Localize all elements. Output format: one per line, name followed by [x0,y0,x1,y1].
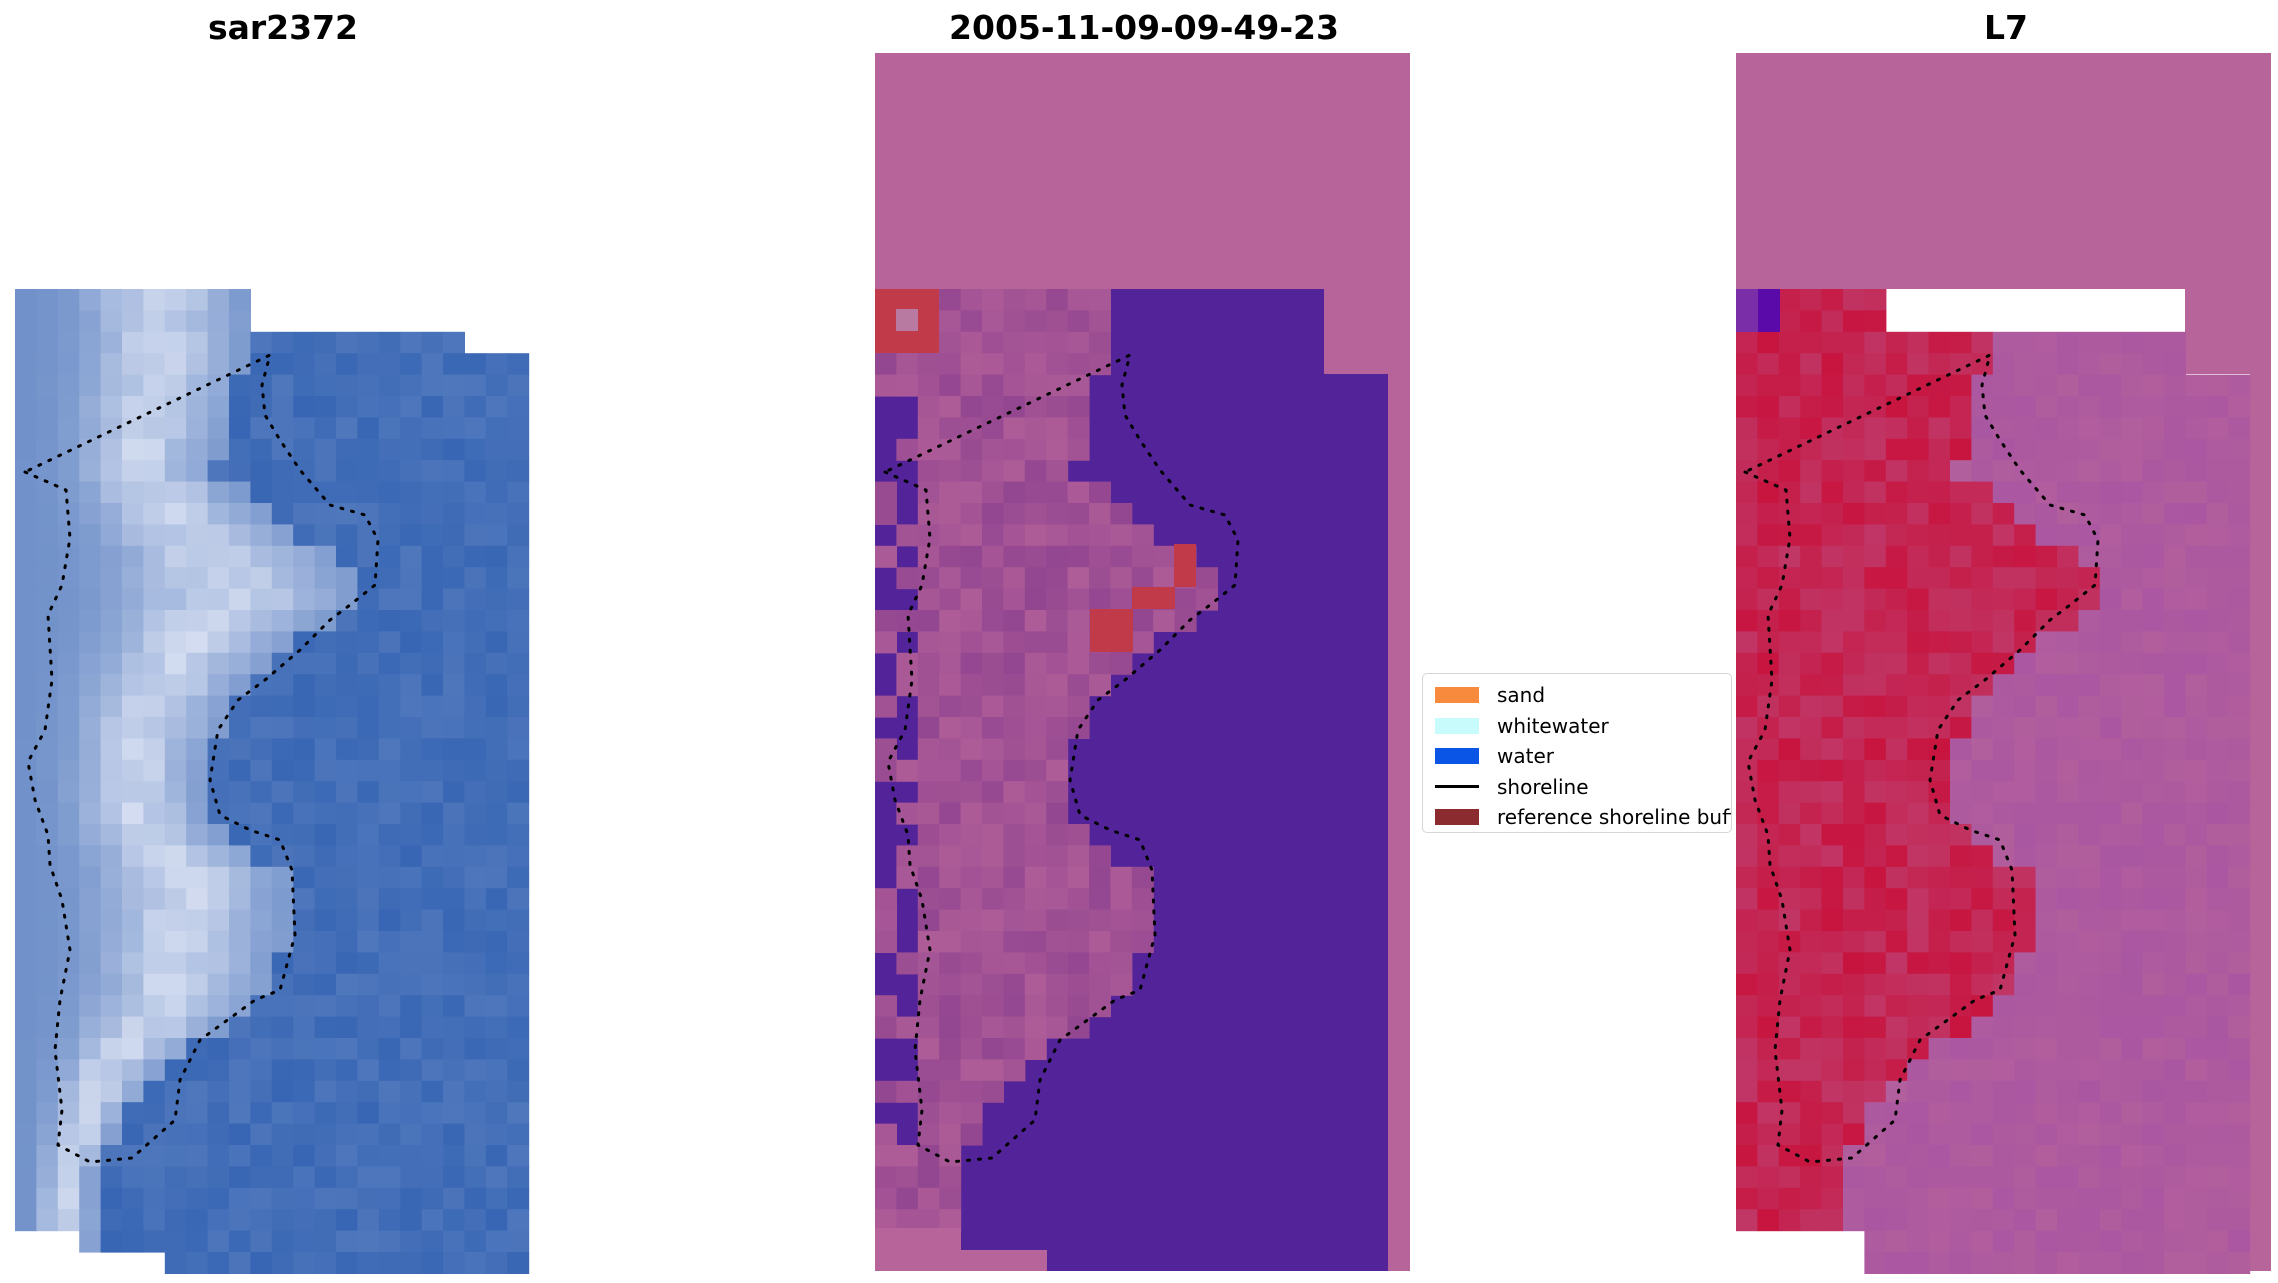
legend-label-shoreline: shoreline [1497,774,1589,799]
legend-swatch-water [1435,748,1479,765]
classification-land-top [875,53,1410,289]
legend-swatch-reference-buffer [1435,809,1479,826]
reference-buffer-pixel [1174,544,1196,587]
legend-item-sand: sand [1435,680,1719,711]
panel-title-classification: 2005-11-09-09-49-23 [949,8,1339,47]
panel-title-sar: sar2372 [207,8,359,47]
legend-line-shoreline [1435,785,1479,789]
legend-label-whitewater: whitewater [1497,713,1609,738]
legend-item-shoreline: shoreline [1435,772,1719,803]
legend-item-water: water [1435,741,1719,772]
legend-item-whitewater: whitewater [1435,711,1719,742]
l7-land-top [1736,53,2271,289]
legend-swatch-sand [1435,687,1479,704]
l7-pixel-grid [1736,289,2251,1274]
reference-buffer-pixel [1132,587,1175,609]
classification-land-bottom [875,1228,961,1271]
legend-label-sand: sand [1497,683,1546,708]
classification-land-right [1388,289,1410,1271]
legend-item-reference-buffer: reference shoreline buffer [1435,802,1731,832]
legend-swatch-whitewater [1435,717,1479,734]
legend-label-reference-buffer: reference shoreline buffer [1497,805,1732,830]
reference-buffer-pixel [1090,609,1133,652]
map-legend: sand whitewater water shoreline referenc… [1422,673,1732,833]
sar-pixel-grid [15,289,530,1274]
panel-title-l7: L7 [1984,8,2028,47]
legend-label-water: water [1497,744,1554,769]
